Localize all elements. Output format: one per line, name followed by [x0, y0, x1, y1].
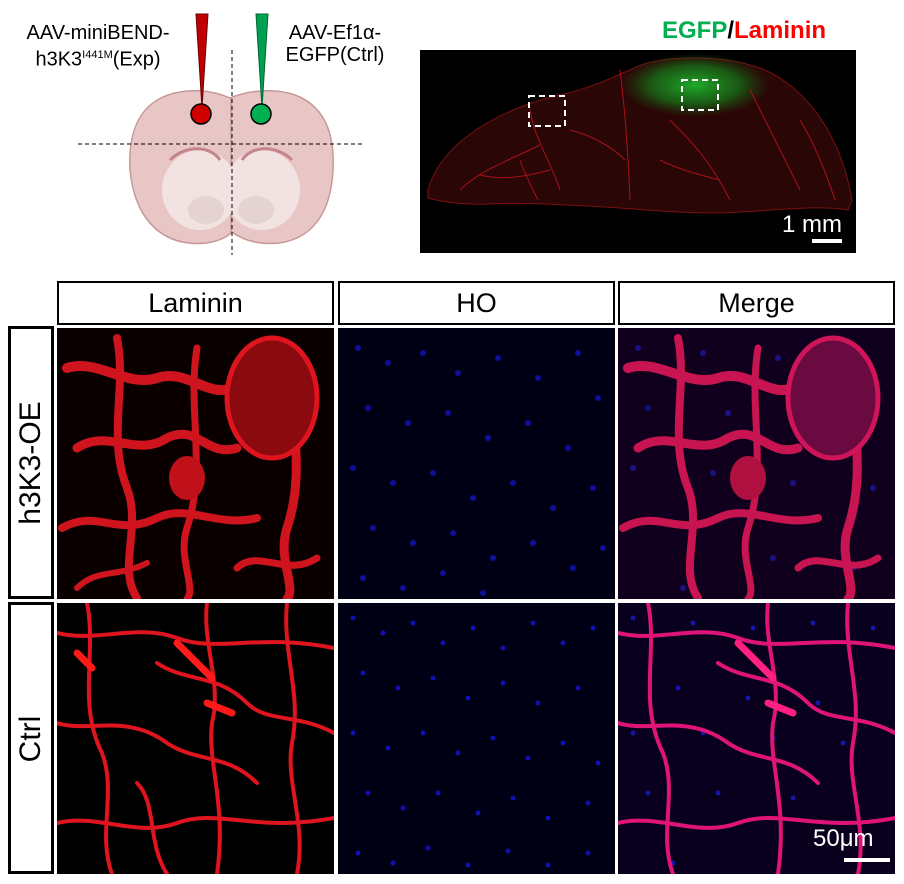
row-label-ctrl-box: Ctrl — [8, 602, 54, 874]
row-label-h3k3-oe: h3K3-OE — [14, 401, 47, 525]
panel-ctrl-merge — [618, 603, 895, 874]
overview-title: EGFP/Laminin — [662, 17, 827, 44]
column-header-merge: Merge — [618, 281, 895, 325]
exp-roi-box — [528, 95, 566, 127]
brain-schematic — [78, 13, 362, 255]
left-vector-label-line2: h3K3I441M(Exp) — [35, 48, 161, 71]
overview-scale-bar — [812, 239, 842, 243]
panel-scale-label: 50μm — [813, 825, 874, 852]
right-vector-label-line2: EGFP(Ctrl) — [285, 44, 385, 66]
right-vector-label: AAV-Ef1α- EGFP(Ctrl) — [270, 22, 400, 66]
left-vector-label-line1: AAV-miniBEND- — [26, 22, 170, 44]
panel-ctrl-ho — [338, 603, 615, 874]
panel-h3k3-oe-laminin — [57, 328, 334, 599]
panel-h3k3-oe-merge — [618, 328, 895, 599]
left-vector-label: AAV-miniBEND- h3K3I441M(Exp) — [8, 22, 188, 71]
ctrl-roi-box — [681, 79, 719, 111]
row-label-h3k3-oe-box: h3K3-OE — [8, 326, 54, 599]
panel-scale-bar — [844, 858, 890, 862]
row-label-ctrl: Ctrl — [14, 715, 47, 763]
panel-ctrl-laminin — [57, 603, 334, 874]
panel-h3k3-oe-ho — [338, 328, 615, 599]
overview-section-image — [420, 50, 856, 253]
right-vector-label-line1: AAV-Ef1α- — [288, 22, 382, 44]
column-header-ho: HO — [338, 281, 615, 325]
ctrl-pipette-icon — [255, 13, 269, 109]
ctrl-injection-site — [250, 103, 272, 125]
column-header-laminin: Laminin — [57, 281, 334, 325]
exp-injection-site — [190, 103, 212, 125]
overview-scale-label: 1 mm — [782, 211, 842, 238]
exp-pipette-icon — [195, 13, 209, 109]
